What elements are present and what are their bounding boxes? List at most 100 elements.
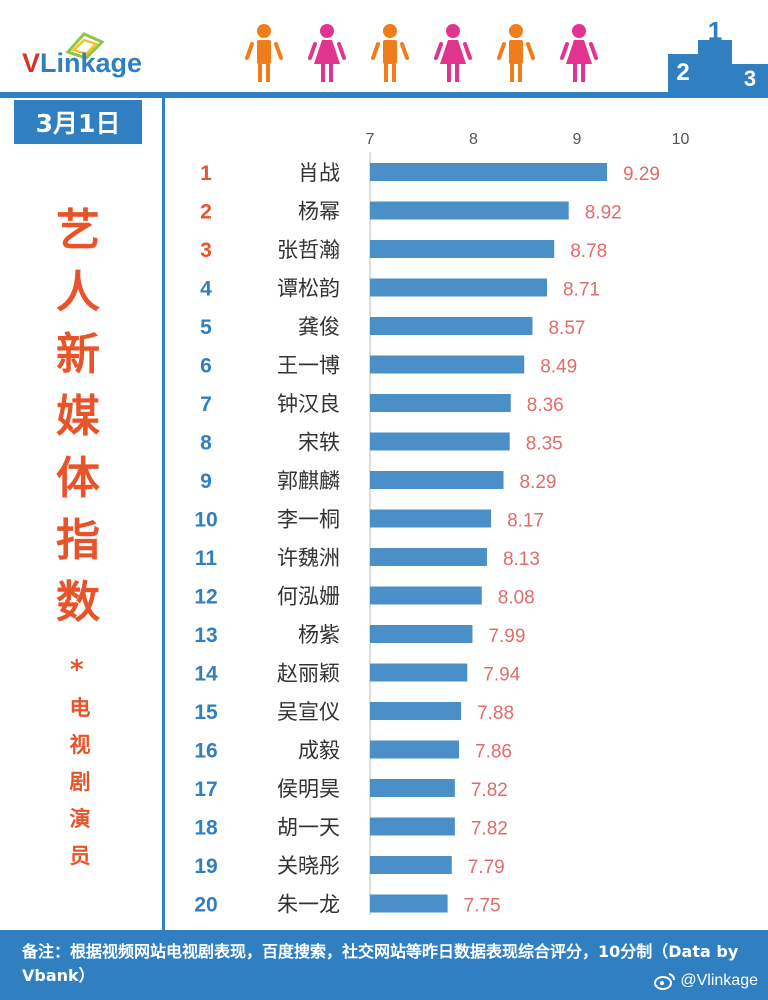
- x-tick-label: 8: [469, 131, 478, 148]
- page-subtitle: 电 视 剧 演 员: [60, 690, 100, 875]
- bar: [370, 432, 510, 451]
- category-label: 宋轶: [298, 432, 340, 455]
- weibo-handle[interactable]: @Vlinkage: [654, 972, 758, 990]
- rank-label: 1: [200, 162, 212, 185]
- category-label: 钟汉良: [277, 393, 340, 416]
- podium-icon: 2 1 3: [668, 22, 768, 92]
- value-label: 7.99: [488, 626, 525, 647]
- female-person-icon: [308, 24, 346, 82]
- subtitle-char: 演: [69, 807, 91, 831]
- bar: [370, 586, 482, 605]
- value-label: 7.94: [483, 665, 520, 686]
- value-label: 8.49: [540, 357, 577, 378]
- title-char: 人: [56, 267, 100, 318]
- rank-label: 6: [200, 355, 212, 378]
- rank-label: 3: [200, 239, 212, 262]
- rank-label: 2: [200, 201, 212, 224]
- category-label: 李一桐: [277, 509, 340, 532]
- bar: [370, 317, 533, 335]
- value-label: 8.71: [563, 280, 600, 301]
- weibo-icon: [654, 973, 676, 990]
- male-person-icon: [371, 24, 409, 82]
- left-panel: [0, 98, 165, 930]
- value-label: 7.82: [471, 780, 508, 801]
- category-label: 赵丽颖: [277, 663, 340, 686]
- bar: [370, 548, 487, 566]
- subtitle-char: 剧: [69, 770, 91, 794]
- bar: [370, 856, 452, 874]
- subtitle-char: 视: [69, 733, 91, 757]
- category-label: 谭松韵: [277, 278, 340, 301]
- rank-label: 20: [194, 894, 217, 917]
- rank-label: 19: [194, 855, 217, 878]
- bar: [370, 779, 455, 797]
- rank-label: 5: [200, 316, 212, 339]
- title-char: 艺: [56, 205, 100, 256]
- page-title: 艺 人 新 媒 体 指 数: [48, 200, 108, 634]
- title-asterisk: *: [70, 655, 84, 685]
- bar-chart: 7 8 9 10 1 肖战 9.29 2 杨幂 8.92 3 张哲瀚 8.78 4 谭松韵 8.71 5 龚俊 8.…: [194, 131, 689, 917]
- subtitle-char: 员: [69, 844, 91, 868]
- date-label: 3月1日: [14, 100, 142, 144]
- title-char: 体: [56, 453, 100, 504]
- value-label: 7.88: [477, 703, 514, 724]
- bar: [370, 163, 608, 181]
- bar: [370, 740, 460, 759]
- bar: [370, 240, 555, 258]
- bar: [370, 894, 448, 913]
- rank-label: 7: [200, 393, 212, 416]
- rank-label: 8: [200, 432, 212, 455]
- subtitle-char: 电: [69, 696, 91, 720]
- bar: [370, 355, 525, 374]
- category-label: 何泓姗: [277, 586, 340, 609]
- rank-label: 9: [200, 470, 212, 493]
- category-label: 肖战: [298, 162, 340, 185]
- footer-note: 备注：根据视频网站电视剧表现，百度搜索，社交网站等昨日数据表现综合评分，10分制…: [22, 942, 739, 985]
- bar: [370, 471, 504, 489]
- bar: [370, 702, 462, 720]
- value-label: 8.35: [526, 434, 563, 455]
- category-label: 成毅: [298, 740, 340, 763]
- title-char: 媒: [56, 391, 100, 442]
- male-person-icon: [245, 24, 283, 82]
- podium-label-2: 2: [676, 59, 689, 86]
- value-label: 7.79: [468, 857, 505, 878]
- weibo-handle-text: @Vlinkage: [680, 972, 758, 989]
- category-label: 侯明昊: [277, 778, 340, 801]
- x-tick-label: 7: [366, 131, 375, 148]
- category-label: 龚俊: [298, 316, 340, 339]
- female-person-icon: [560, 24, 598, 82]
- category-label: 胡一天: [277, 817, 340, 840]
- rank-label: 16: [194, 740, 217, 763]
- value-label: 8.29: [520, 472, 557, 493]
- podium-label-3: 3: [744, 66, 756, 91]
- bar: [370, 278, 547, 297]
- rank-label: 11: [195, 547, 218, 570]
- value-label: 8.17: [507, 511, 544, 532]
- title-char: 新: [56, 329, 100, 380]
- female-person-icon: [434, 24, 472, 82]
- podium-label-1: 1: [708, 22, 722, 46]
- category-label: 张哲瀚: [277, 239, 340, 262]
- value-label: 7.86: [475, 742, 512, 763]
- header: VLinkage 2 1 3: [0, 0, 768, 92]
- rank-label: 13: [194, 624, 217, 647]
- category-label: 关晓彤: [277, 855, 340, 878]
- male-person-icon: [497, 24, 535, 82]
- logo-mark-icon: [65, 32, 105, 60]
- logo-v: V: [22, 48, 41, 78]
- rank-label: 14: [194, 663, 218, 686]
- value-label: 8.57: [548, 318, 585, 339]
- people-icons: [245, 24, 598, 82]
- category-label: 许魏洲: [277, 547, 340, 570]
- value-label: 9.29: [623, 164, 660, 185]
- x-tick-label: 9: [573, 131, 582, 148]
- category-label: 杨幂: [298, 201, 340, 224]
- value-label: 8.92: [585, 203, 622, 224]
- value-label: 8.78: [570, 241, 607, 262]
- rank-label: 12: [194, 586, 217, 609]
- value-label: 8.36: [527, 395, 564, 416]
- value-label: 8.13: [503, 549, 540, 570]
- category-label: 郭麒麟: [277, 470, 340, 493]
- value-label: 8.08: [498, 588, 535, 609]
